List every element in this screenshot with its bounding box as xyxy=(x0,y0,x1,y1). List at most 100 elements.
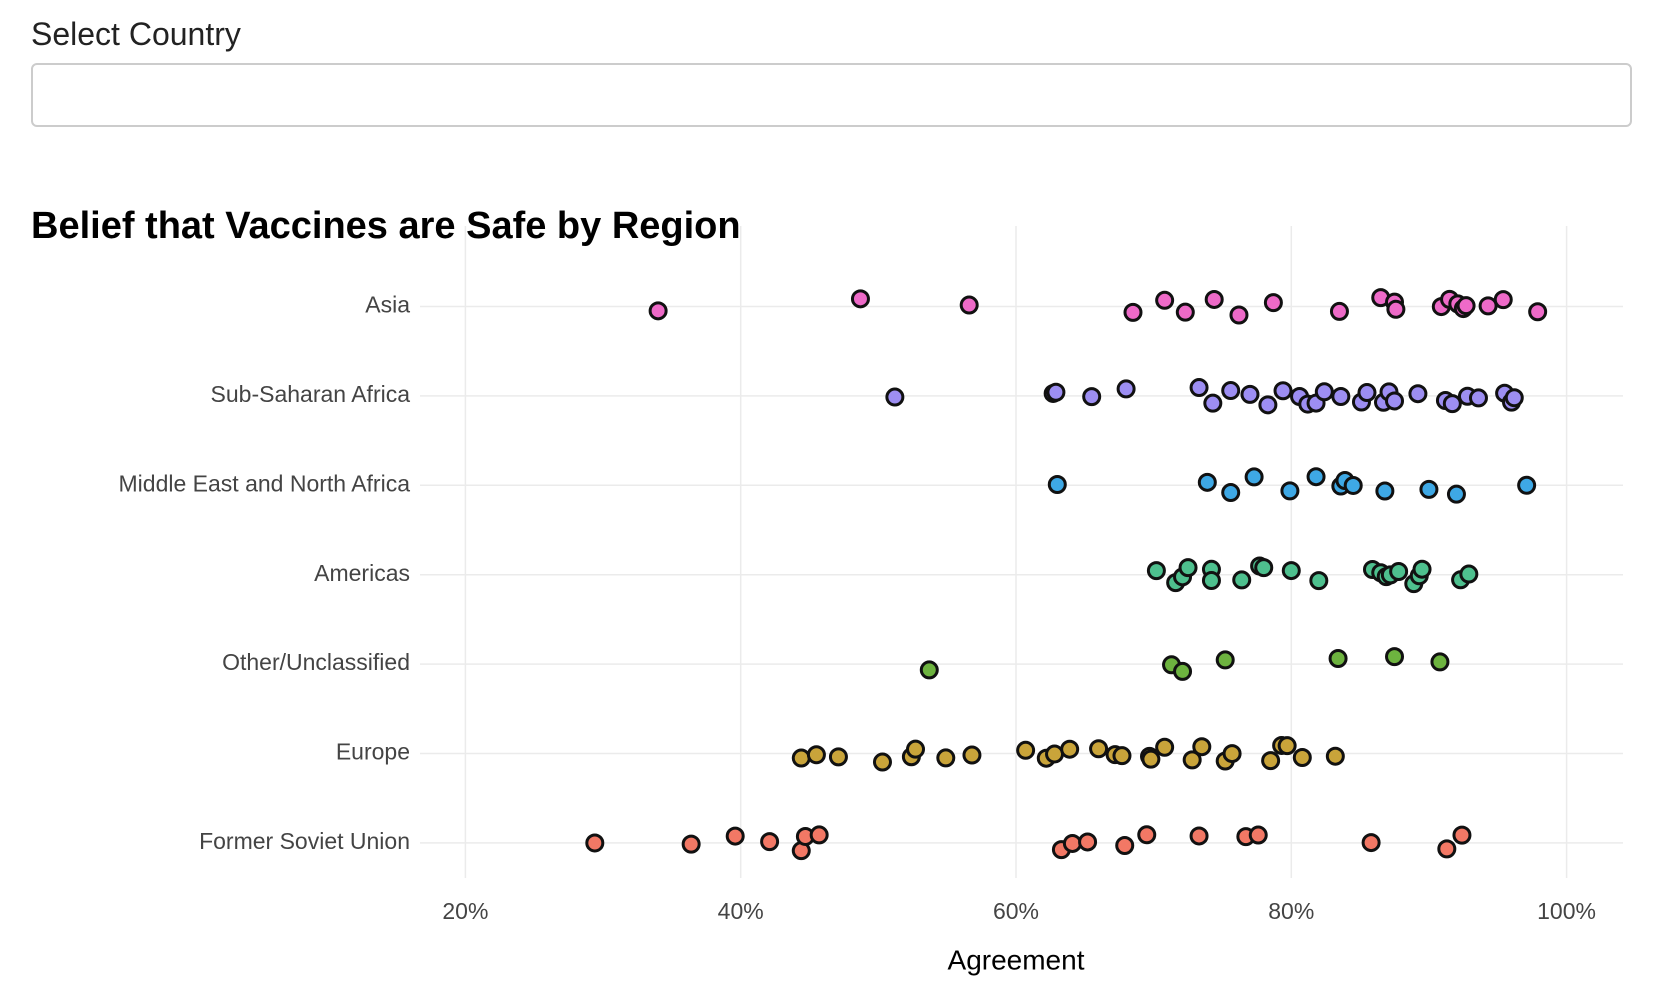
dot xyxy=(1375,481,1395,501)
dot xyxy=(1173,661,1193,681)
dot xyxy=(1385,391,1405,411)
dot xyxy=(1385,647,1405,667)
dot xyxy=(1437,839,1457,859)
dot xyxy=(906,739,926,759)
dot xyxy=(1215,650,1235,670)
dot xyxy=(1357,383,1377,403)
dot xyxy=(1273,381,1293,401)
dot xyxy=(1062,833,1082,853)
dot xyxy=(1328,648,1348,668)
dot xyxy=(1222,744,1242,764)
dot xyxy=(1197,472,1217,492)
dot xyxy=(1258,395,1278,415)
dot xyxy=(1112,746,1132,766)
dot xyxy=(1060,739,1080,759)
dot xyxy=(1123,302,1143,322)
dot xyxy=(1478,296,1498,316)
dot xyxy=(1155,737,1175,757)
x-tick-label: 100% xyxy=(1537,898,1596,924)
dot xyxy=(1182,750,1202,770)
dot xyxy=(1146,561,1166,581)
y-tick-label: Sub-Saharan Africa xyxy=(211,381,411,407)
dot xyxy=(828,747,848,767)
dot xyxy=(1504,388,1524,408)
y-tick-label: Europe xyxy=(336,739,410,765)
dot xyxy=(1045,744,1065,764)
dot xyxy=(1361,833,1381,853)
dot xyxy=(1452,825,1472,845)
dot xyxy=(1221,483,1241,503)
dot xyxy=(850,289,870,309)
dot xyxy=(1178,558,1198,578)
dot xyxy=(1430,652,1450,672)
x-tick-label: 80% xyxy=(1268,898,1314,924)
dot xyxy=(585,833,605,853)
dot xyxy=(760,832,780,852)
dot xyxy=(1408,384,1428,404)
y-tick-label: Other/Unclassified xyxy=(222,649,410,675)
y-tick-label: Former Soviet Union xyxy=(199,828,410,854)
dot xyxy=(1175,302,1195,322)
dot xyxy=(1201,571,1221,591)
x-tick-label: 20% xyxy=(442,898,488,924)
dot xyxy=(1468,388,1488,408)
dot xyxy=(725,826,745,846)
dot xyxy=(1419,479,1439,499)
dot xyxy=(1016,740,1036,760)
dot xyxy=(791,748,811,768)
dot xyxy=(1248,825,1268,845)
dot xyxy=(919,660,939,680)
dot xyxy=(1263,293,1283,313)
dot xyxy=(1528,302,1548,322)
dot xyxy=(1459,564,1479,584)
dot xyxy=(1232,570,1252,590)
dot xyxy=(1389,561,1409,581)
dot xyxy=(1343,475,1363,495)
dot xyxy=(1309,571,1329,591)
y-tick-label: Americas xyxy=(314,560,410,586)
dot xyxy=(1412,559,1432,579)
chart-title: Belief that Vaccines are Safe by Region xyxy=(31,205,741,247)
country-select[interactable] xyxy=(31,63,1632,127)
dot xyxy=(959,295,979,315)
dot xyxy=(1137,825,1157,845)
dot xyxy=(809,825,829,845)
dot xyxy=(872,752,892,772)
dot xyxy=(1078,832,1098,852)
dot xyxy=(1047,474,1067,494)
dot xyxy=(1244,467,1264,487)
dot xyxy=(1189,378,1209,398)
dot xyxy=(1240,384,1260,404)
dot xyxy=(1446,484,1466,504)
dot xyxy=(1517,475,1537,495)
dot xyxy=(1203,393,1223,413)
dot xyxy=(806,745,826,765)
dot xyxy=(1221,381,1241,401)
dot xyxy=(681,834,701,854)
dot xyxy=(1229,305,1249,325)
dot xyxy=(1115,836,1135,856)
dot xyxy=(1141,749,1161,769)
select-label: Select Country xyxy=(31,16,241,52)
dot xyxy=(1329,301,1349,321)
dot xyxy=(1046,382,1066,402)
dot xyxy=(936,748,956,768)
dot xyxy=(1155,290,1175,310)
dot xyxy=(1277,736,1297,756)
x-tick-label: 60% xyxy=(993,898,1039,924)
dot xyxy=(1089,739,1109,759)
dot xyxy=(885,387,905,407)
dot xyxy=(1292,748,1312,768)
dot xyxy=(1280,481,1300,501)
dot xyxy=(1306,467,1326,487)
dot xyxy=(648,301,668,321)
dot xyxy=(1331,387,1351,407)
dot xyxy=(1261,751,1281,771)
dot xyxy=(1082,387,1102,407)
dot xyxy=(1116,379,1136,399)
dot xyxy=(1189,826,1209,846)
dot xyxy=(1386,299,1406,319)
y-tick-label: Middle East and North Africa xyxy=(119,470,411,496)
dot xyxy=(1281,561,1301,581)
